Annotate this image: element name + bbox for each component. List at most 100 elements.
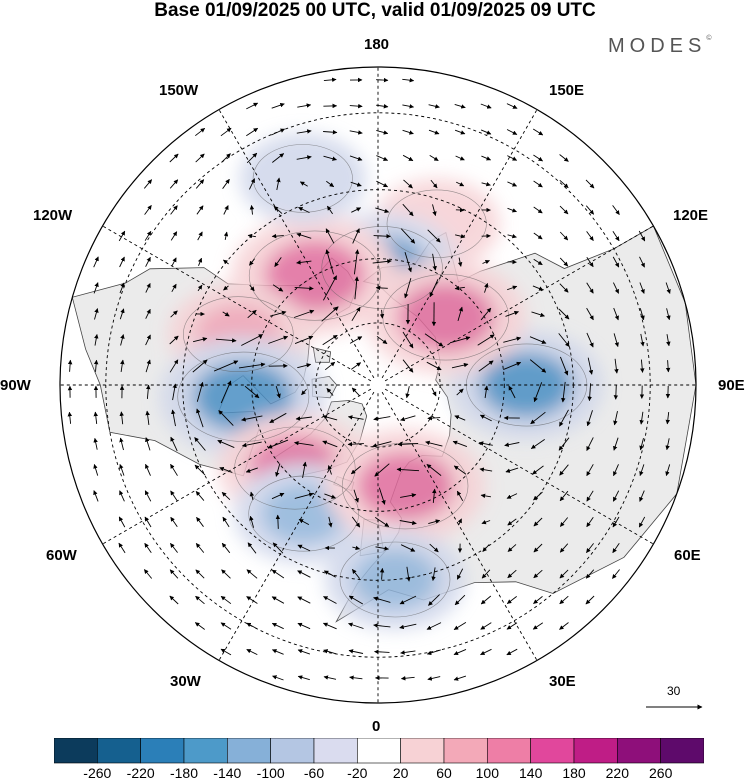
wind-vector <box>402 359 414 373</box>
wind-vector <box>399 623 417 630</box>
wind-vector <box>297 622 311 630</box>
wind-vector <box>665 438 670 451</box>
wind-vector <box>93 463 99 476</box>
wind-vector <box>169 595 179 605</box>
wind-vector <box>297 649 311 655</box>
anomaly-contour <box>177 351 310 442</box>
wind-vector <box>378 487 386 505</box>
wind-vector <box>665 412 671 425</box>
wind-vector <box>431 387 437 397</box>
wind-vector <box>93 282 99 294</box>
wind-vector <box>222 516 230 528</box>
wind-vector <box>352 545 361 551</box>
wind-vector <box>456 568 464 580</box>
wind-vector <box>222 178 230 189</box>
wind-vector <box>297 570 311 578</box>
wind-vector <box>349 130 363 135</box>
wind-vector <box>353 489 359 503</box>
wind-vector <box>276 177 281 191</box>
lon-label-90e: 90E <box>718 377 745 394</box>
wind-vector <box>507 181 518 187</box>
colorbar-tick-label: 20 <box>392 765 409 781</box>
wind-vector <box>665 360 671 373</box>
wind-vector <box>322 334 338 346</box>
wind-vector <box>298 519 310 525</box>
wind-vector <box>586 307 594 321</box>
wind-vector <box>145 282 151 293</box>
wind-vector <box>532 465 544 475</box>
wind-vector <box>170 463 178 476</box>
wind-vector <box>295 416 312 421</box>
wind-vector <box>246 569 258 579</box>
wind-vector <box>94 333 99 346</box>
wind-vector <box>349 103 363 109</box>
wind-vector <box>400 415 416 422</box>
wind-vector <box>432 204 437 217</box>
wind-vector <box>294 440 314 446</box>
wind-vector <box>297 363 312 369</box>
wind-vector <box>585 595 595 605</box>
wind-vector <box>480 648 492 656</box>
wind-vector <box>530 411 546 425</box>
meridian-line <box>218 109 375 379</box>
wind-vector <box>639 411 644 425</box>
wind-vector <box>349 336 363 344</box>
wind-vector <box>612 490 620 502</box>
wind-vector <box>454 594 466 606</box>
wind-vector <box>586 332 594 348</box>
wind-vector <box>296 129 312 134</box>
wind-vector <box>272 153 285 163</box>
wind-vector <box>529 336 547 344</box>
wind-vector <box>120 359 125 372</box>
wind-vector <box>559 205 569 215</box>
wind-vector <box>221 569 231 579</box>
wind-vector <box>146 384 151 399</box>
wind-vector <box>612 230 620 242</box>
wind-vector <box>612 543 620 554</box>
wind-vector <box>585 179 595 189</box>
wind-vector <box>194 622 205 630</box>
wind-vector <box>249 204 255 215</box>
wind-vector <box>171 283 177 293</box>
wind-vector <box>294 335 314 345</box>
wind-vector <box>93 411 99 424</box>
wind-vector <box>373 623 391 628</box>
wind-vector <box>428 594 440 606</box>
wind-vector <box>325 249 334 275</box>
wind-vector <box>453 622 467 630</box>
wind-vector <box>559 569 569 579</box>
wind-vector <box>426 361 442 371</box>
wind-vector <box>426 464 442 476</box>
wind-vector <box>169 179 179 189</box>
wind-vector <box>170 516 178 528</box>
wind-vector <box>532 622 544 630</box>
wind-vector <box>298 206 310 214</box>
graticule <box>60 67 696 703</box>
anomaly-contour <box>339 541 451 618</box>
wind-vector <box>93 490 99 502</box>
lon-label-30e: 30E <box>549 673 576 690</box>
wind-vector <box>323 155 337 161</box>
wind-vector <box>327 465 332 475</box>
wind-vector <box>169 569 179 579</box>
wind-vector <box>171 409 176 427</box>
wind-vector <box>585 205 595 215</box>
wind-vector <box>454 285 465 291</box>
colorbar-tick-label: 180 <box>562 765 586 781</box>
wind-vector <box>427 415 441 421</box>
lon-label-180: 180 <box>364 36 390 53</box>
wind-vector <box>323 77 337 83</box>
wind-vector <box>354 276 359 300</box>
wind-vector <box>323 675 337 680</box>
wind-vector <box>533 543 543 553</box>
wind-vector <box>507 544 517 552</box>
wind-vector <box>505 310 519 317</box>
wind-vector <box>478 360 494 372</box>
colorbar-tick-label: -220 <box>126 765 155 781</box>
wind-vector <box>507 233 517 239</box>
wind-vector <box>118 230 126 242</box>
wind-vector <box>221 491 231 501</box>
brand-text: MODES <box>608 35 707 57</box>
wind-vector <box>533 180 543 188</box>
wind-vector <box>639 437 644 451</box>
